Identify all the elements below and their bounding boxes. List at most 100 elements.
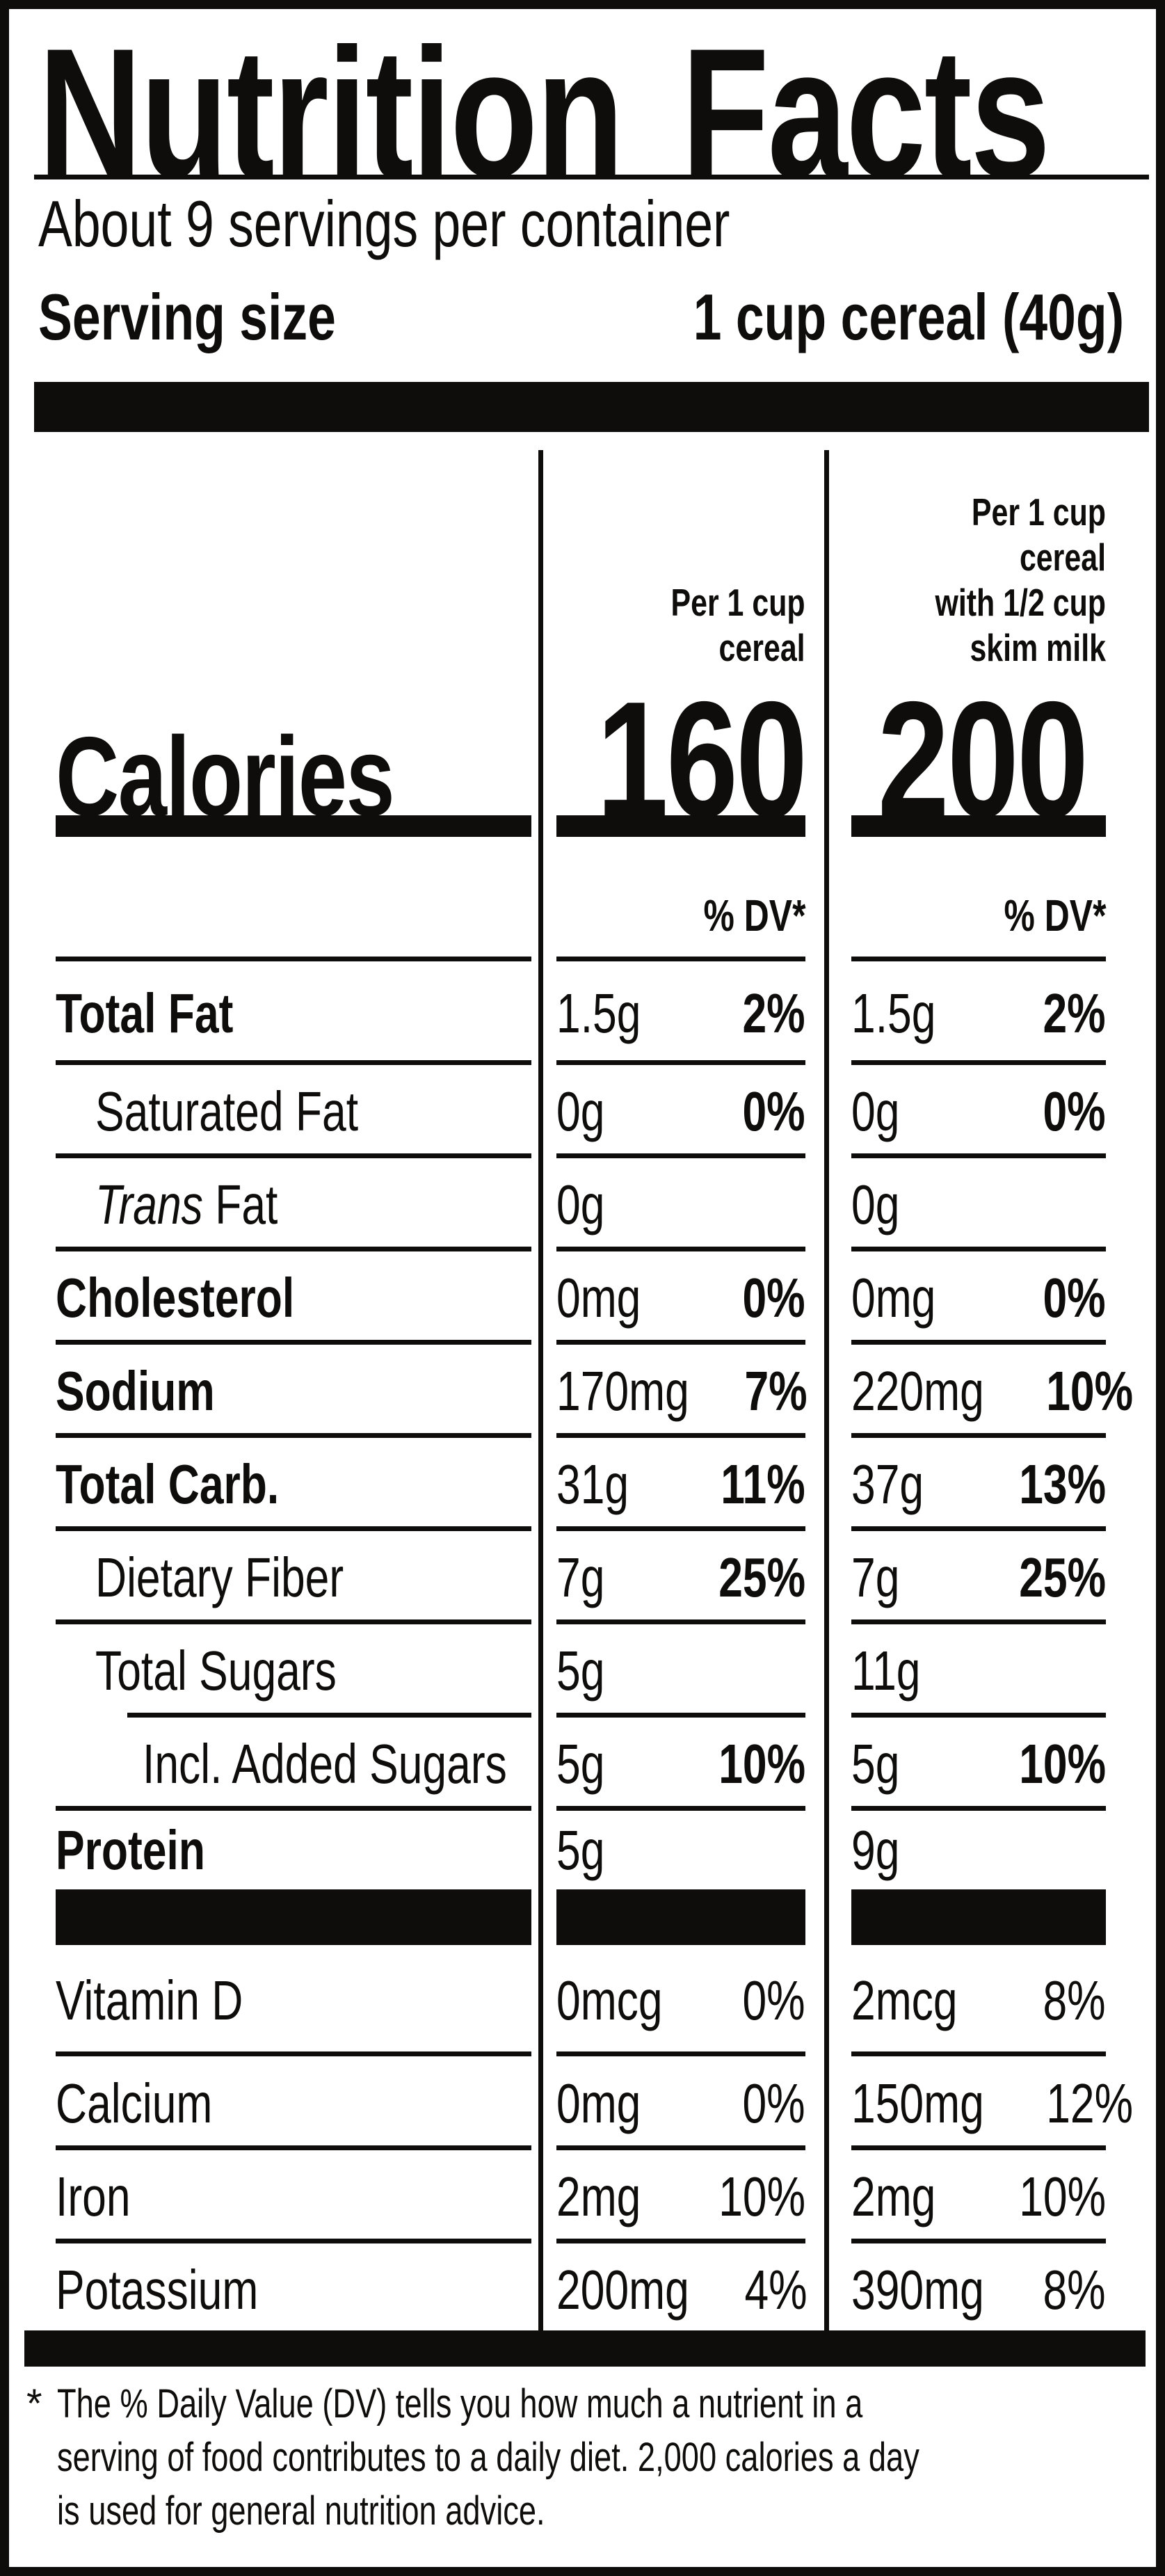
nutrient-row-trans-fat: Trans Fat 0g 0g xyxy=(9,1158,1156,1251)
amount-milk: 0g xyxy=(851,1174,900,1235)
nutrient-row-total-sugars: Total Sugars 5g 11g xyxy=(9,1624,1156,1718)
amount-milk: 37g xyxy=(851,1453,924,1515)
nutrient-label: Iron xyxy=(56,2166,131,2227)
dv-cereal: 11% xyxy=(721,1453,805,1515)
calories-cereal-cell: 160 xyxy=(543,678,824,843)
nutrient-label: Potassium xyxy=(56,2258,259,2321)
dv-cereal: 10% xyxy=(718,1733,805,1795)
nutrient-label: Total Carb. xyxy=(56,1453,280,1515)
calories-milk-cell: 200 xyxy=(829,678,1156,843)
amount-cereal: 5g xyxy=(556,1733,605,1795)
dv-cereal: 25% xyxy=(718,1546,805,1608)
dv-milk: 10% xyxy=(1045,1360,1133,1422)
amount-cereal: 0mcg xyxy=(556,1969,663,2031)
protein-bar-cereal xyxy=(556,1889,805,1945)
dv-milk: 10% xyxy=(1019,2166,1106,2227)
dv-milk: 25% xyxy=(1019,1546,1106,1608)
thick-separator-bar-bottom xyxy=(24,2330,1146,2367)
amount-cereal: 0mg xyxy=(556,2072,641,2134)
amount-milk: 390mg xyxy=(851,2258,984,2321)
footnote-asterisk: * xyxy=(26,2381,42,2426)
nutrient-row-saturated-fat: Saturated Fat 0g 0% 0g 0% xyxy=(9,1065,1156,1158)
protein-bar-milk xyxy=(851,1889,1106,1945)
calories-row: Calories 160 200 xyxy=(9,678,1156,843)
amount-milk: 7g xyxy=(851,1546,900,1608)
nutrient-label: Incl. Added Sugars xyxy=(143,1733,507,1795)
column-header-milk: Per 1 cup cereal with 1/2 cup skim milk xyxy=(935,490,1106,670)
amount-cereal: 7g xyxy=(556,1546,605,1608)
footnote-line-3: is used for general nutrition advice. xyxy=(57,2488,545,2534)
column-header-row: Per 1 cup cereal Per 1 cup cereal with 1… xyxy=(9,450,1156,689)
amount-cereal: 1.5g xyxy=(556,982,641,1044)
protein-bar-row xyxy=(9,1889,1156,1945)
dv-milk: 13% xyxy=(1019,1453,1106,1515)
amount-cereal: 200mg xyxy=(556,2258,689,2321)
dv-milk: 8% xyxy=(1043,1969,1106,2031)
column-divider-2 xyxy=(824,450,829,2330)
amount-milk: 150mg xyxy=(851,2072,984,2134)
nutrient-label: Calcium xyxy=(56,2072,213,2134)
dv-cereal: 0% xyxy=(742,1969,805,2031)
dv-header-milk: % DV* xyxy=(1003,890,1106,941)
serving-size-value: 1 cup cereal (40g) xyxy=(693,280,1124,353)
serving-size-label: Serving size xyxy=(38,280,336,353)
dv-cereal: 10% xyxy=(718,2166,805,2227)
amount-milk: 0g xyxy=(851,1080,900,1142)
nutrient-row-potassium: Potassium 200mg 4% 390mg 8% xyxy=(9,2243,1156,2336)
amount-milk: 2mg xyxy=(851,2166,936,2227)
nutrient-row-protein: Protein 5g 9g xyxy=(9,1811,1156,1889)
dv-milk: 0% xyxy=(1043,1080,1106,1142)
nutrient-row-total-fat: Total Fat 1.5g 2% 1.5g 2% xyxy=(9,961,1156,1065)
dv-header-row: % DV* % DV* xyxy=(9,837,1156,961)
dv-cereal: 0% xyxy=(742,1267,805,1329)
nutrient-label: Dietary Fiber xyxy=(95,1546,344,1608)
column-divider-1 xyxy=(538,450,543,2330)
nutrient-label: Total Sugars xyxy=(95,1640,337,1702)
dv-milk: 2% xyxy=(1043,982,1106,1044)
calories-underline-row xyxy=(9,815,1156,837)
nutrient-row-cholesterol: Cholesterol 0mg 0% 0mg 0% xyxy=(9,1251,1156,1345)
dv-cereal: 0% xyxy=(742,1080,805,1142)
amount-cereal: 0g xyxy=(556,1174,605,1235)
protein-bar-label xyxy=(56,1889,531,1945)
footnote-line-1: The % Daily Value (DV) tells you how muc… xyxy=(57,2381,863,2426)
amount-milk: 220mg xyxy=(851,1360,984,1422)
nutrient-row-sodium: Sodium 170mg 7% 220mg 10% xyxy=(9,1345,1156,1438)
calories-underline-bar-cereal xyxy=(556,815,805,837)
amount-cereal: 5g xyxy=(556,1640,605,1702)
amount-cereal: 2mg xyxy=(556,2166,641,2227)
servings-per-container: About 9 servings per container xyxy=(38,187,730,260)
nutrient-row-added-sugars: Incl. Added Sugars 5g 10% 5g 10% xyxy=(9,1718,1156,1811)
title-rule xyxy=(34,175,1149,179)
dv-milk: 12% xyxy=(1045,2072,1133,2134)
amount-cereal: 31g xyxy=(556,1453,629,1515)
nutrient-row-vitamin-d: Vitamin D 0mcg 0% 2mcg 8% xyxy=(9,1945,1156,2056)
dv-milk: 8% xyxy=(1043,2258,1106,2321)
dv-header-cereal: % DV* xyxy=(702,890,805,941)
nutrient-row-dietary-fiber: Dietary Fiber 7g 25% 7g 25% xyxy=(9,1531,1156,1624)
dv-cereal: 4% xyxy=(744,2258,808,2321)
calories-underline-bar-milk xyxy=(851,815,1106,837)
nutrient-row-total-carb: Total Carb. 31g 11% 37g 13% xyxy=(9,1438,1156,1531)
nutrient-label: Sodium xyxy=(56,1360,215,1422)
serving-size-row: Serving size 1 cup cereal (40g) xyxy=(38,285,1124,350)
amount-milk: 0mg xyxy=(851,1267,936,1329)
calories-value-cereal: 160 xyxy=(596,668,808,852)
facts-grid: Per 1 cup cereal Per 1 cup cereal with 1… xyxy=(9,450,1156,2330)
dv-milk: 10% xyxy=(1019,1733,1106,1795)
amount-cereal: 0g xyxy=(556,1080,605,1142)
nutrient-label: Saturated Fat xyxy=(95,1080,359,1142)
thick-separator-bar-top xyxy=(34,382,1149,432)
dv-milk: 0% xyxy=(1043,1267,1106,1329)
footnote-line-2: serving of food contributes to a daily d… xyxy=(57,2435,919,2480)
amount-cereal: 5g xyxy=(556,1818,605,1881)
amount-milk: 5g xyxy=(851,1733,900,1795)
amount-milk: 9g xyxy=(851,1818,900,1881)
amount-cereal: 0mg xyxy=(556,1267,641,1329)
dv-cereal: 7% xyxy=(744,1360,808,1422)
nutrient-label: Total Fat xyxy=(56,982,234,1044)
amount-cereal: 170mg xyxy=(556,1360,689,1422)
calories-label: Calories xyxy=(56,714,395,840)
nutrient-label: Vitamin D xyxy=(56,1969,243,2031)
